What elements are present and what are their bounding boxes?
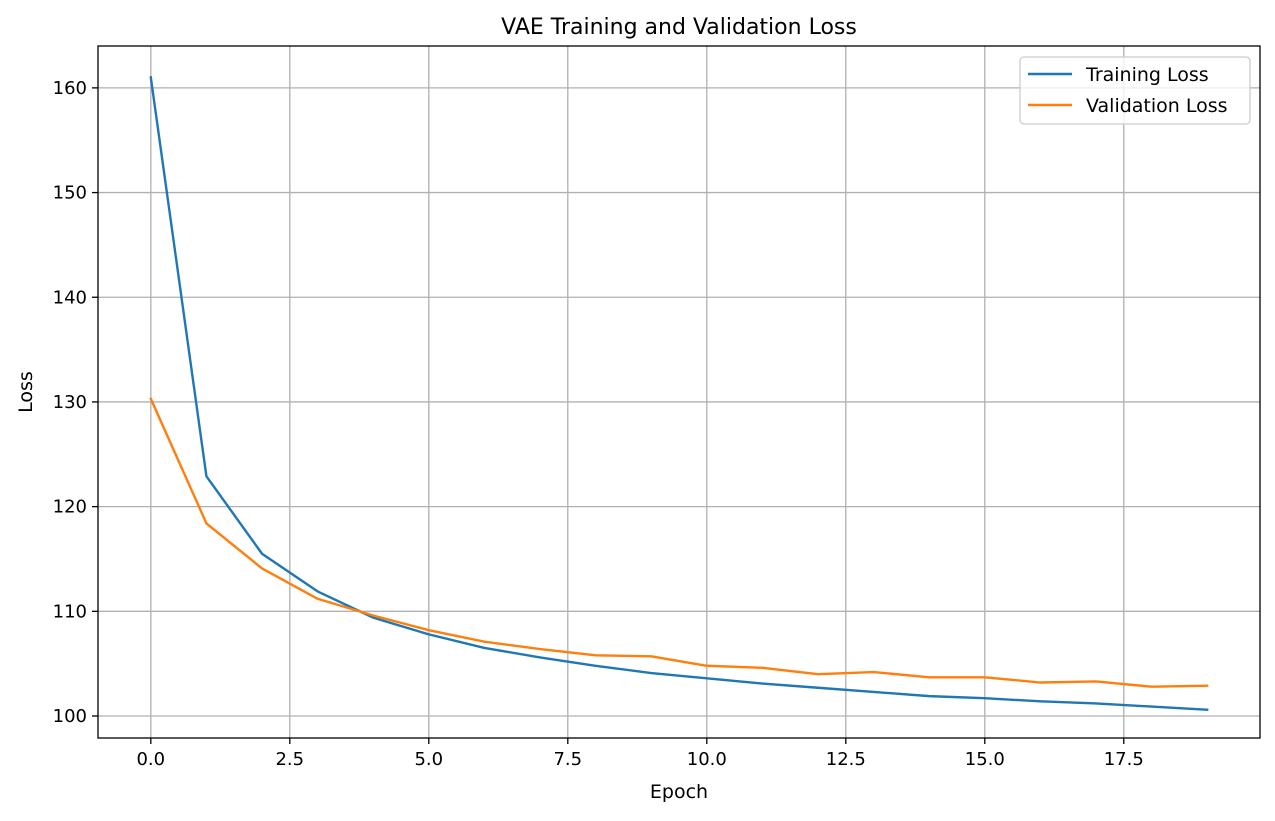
x-tick-label: 7.5	[553, 749, 582, 770]
series-lines	[149, 76, 1209, 711]
legend-box	[1019, 56, 1251, 125]
y-tick-label: 110	[53, 601, 87, 622]
axis-ticks: 0.0 2.5 5.0 7.5 10.0 12.5 15.0 17.5 100 110 120 130…	[53, 78, 1144, 770]
axes-frame	[97, 45, 1261, 739]
legend-label-validation-loss: Validation Loss	[1086, 95, 1228, 117]
x-tick-label: 10.0	[687, 749, 727, 770]
x-tick-label: 15.0	[965, 749, 1005, 770]
y-axis-label: Loss	[15, 371, 37, 413]
series-line-validation-loss	[149, 397, 1209, 688]
x-tick-label: 17.5	[1104, 749, 1144, 770]
legend-label-training-loss: Training Loss	[1085, 64, 1209, 86]
y-tick-label: 160	[53, 78, 87, 99]
series-line-training-loss	[149, 76, 1209, 711]
y-tick-label: 140	[53, 287, 87, 308]
x-tick-label: 2.5	[275, 749, 304, 770]
x-tick-label: 5.0	[414, 749, 443, 770]
x-tick-label: 12.5	[826, 749, 866, 770]
legend: Training Loss Validation Loss	[1019, 56, 1251, 125]
y-tick-label: 150	[53, 183, 87, 204]
x-axis-label: Epoch	[650, 781, 708, 803]
y-tick-label: 120	[53, 497, 87, 518]
chart-title: VAE Training and Validation Loss	[501, 15, 857, 40]
grid-lines	[98, 46, 1260, 738]
y-tick-label: 130	[53, 392, 87, 413]
x-tick-label: 0.0	[136, 749, 165, 770]
y-tick-label: 100	[53, 706, 87, 727]
